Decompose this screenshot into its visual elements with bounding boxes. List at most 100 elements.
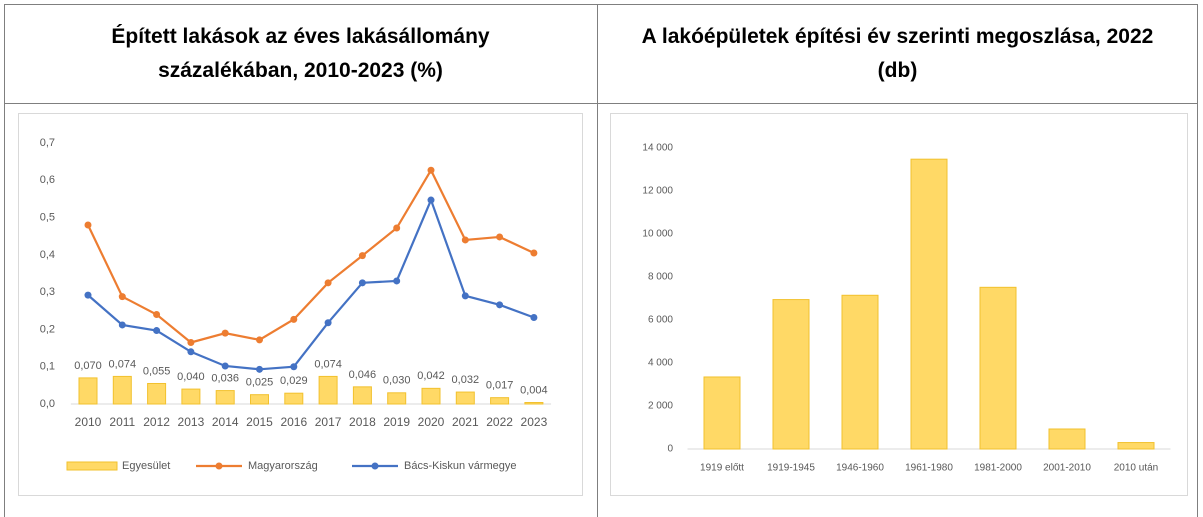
x-tick-label: 2013 — [178, 415, 205, 429]
marker — [530, 313, 538, 321]
x-tick-label: 2010 után — [1114, 463, 1159, 474]
marker — [153, 311, 161, 319]
marker — [153, 327, 161, 335]
table-frame — [4, 4, 1198, 517]
x-tick-label: 2023 — [521, 415, 548, 429]
bar — [524, 402, 544, 405]
marker — [221, 362, 229, 370]
y-tick-label: 14 000 — [642, 143, 673, 154]
marker — [118, 321, 126, 329]
marker — [427, 196, 435, 204]
marker — [427, 166, 435, 174]
legend-label: Bács-Kiskun vármegye — [404, 460, 517, 472]
bar — [215, 390, 235, 405]
bar — [841, 294, 879, 450]
marker — [256, 365, 263, 373]
data-label: 0,017 — [486, 380, 514, 392]
y-tick-label: 0,4 — [40, 249, 55, 261]
y-tick-label: 8 000 — [648, 272, 673, 283]
x-tick-label: 1919 előtt — [700, 463, 744, 474]
marker — [461, 236, 469, 244]
x-tick-label: 2014 — [212, 415, 239, 429]
x-tick-label: 2001-2010 — [1043, 463, 1091, 474]
y-tick-label: 0,0 — [40, 398, 55, 410]
data-label: 0,004 — [520, 384, 548, 396]
x-tick-label: 2020 — [418, 415, 445, 429]
bar — [250, 394, 269, 405]
bar — [387, 392, 407, 405]
chart-title: Épített lakások az éves lakásállomány sz… — [111, 24, 490, 82]
legend-swatch — [66, 461, 118, 471]
marker — [324, 319, 332, 327]
bar — [1117, 442, 1155, 450]
data-label: 0,046 — [349, 369, 377, 381]
x-tick-label: 2022 — [486, 415, 513, 429]
marker — [290, 315, 298, 323]
data-label: 0,032 — [452, 374, 480, 386]
marker — [84, 221, 92, 229]
bar — [979, 286, 1017, 450]
marker — [187, 348, 195, 356]
y-tick-label: 12 000 — [642, 186, 673, 197]
x-tick-label: 2021 — [452, 415, 479, 429]
y-tick-label: 0,6 — [40, 174, 55, 186]
bar — [147, 382, 167, 405]
x-tick-label: 2017 — [315, 415, 342, 429]
data-label: 0,074 — [109, 358, 137, 370]
bar — [318, 375, 338, 405]
marker — [358, 252, 366, 260]
data-label: 0,036 — [211, 372, 239, 384]
bar — [352, 386, 372, 405]
data-label: 0,070 — [74, 360, 102, 372]
x-tick-label: 1981-2000 — [974, 463, 1022, 474]
data-label: 0,042 — [417, 370, 445, 382]
marker — [187, 338, 195, 346]
marker — [530, 249, 538, 257]
marker — [496, 233, 504, 241]
marker — [84, 291, 92, 299]
marker — [290, 363, 298, 371]
chart-frame — [610, 113, 1188, 496]
line — [87, 167, 535, 344]
marker — [221, 329, 229, 337]
x-tick-label: 2019 — [383, 415, 410, 429]
data-label: 0,074 — [314, 358, 342, 370]
x-tick-label: 1946-1960 — [836, 463, 884, 474]
legend-label: Magyarország — [248, 460, 318, 472]
marker — [358, 279, 366, 287]
data-label: 0,030 — [383, 375, 411, 387]
y-tick-label: 0,1 — [40, 361, 55, 373]
x-tick-label: 2010 — [75, 415, 102, 429]
y-tick-label: 0,3 — [40, 286, 55, 298]
legend-marker — [371, 462, 379, 470]
bar — [772, 299, 810, 450]
x-tick-label: 2015 — [246, 415, 273, 429]
marker — [496, 301, 504, 309]
marker — [256, 336, 263, 344]
marker — [324, 279, 332, 287]
bar — [181, 388, 201, 405]
x-tick-label: 2016 — [280, 415, 307, 429]
legend-marker — [215, 462, 223, 470]
y-tick-label: 0,7 — [40, 137, 55, 149]
marker — [393, 277, 401, 285]
marker — [118, 293, 126, 301]
data-label: 0,040 — [177, 371, 205, 383]
y-tick-label: 0 — [667, 444, 673, 455]
bar — [112, 375, 132, 405]
chart-title: A lakóépületek építési év szerinti megos… — [641, 24, 1154, 82]
y-tick-label: 10 000 — [642, 229, 673, 240]
bar — [455, 391, 475, 405]
bar — [78, 377, 98, 405]
x-tick-label: 2011 — [109, 415, 135, 429]
data-label: 0,025 — [246, 377, 274, 389]
data-label: 0,029 — [280, 375, 308, 387]
y-tick-label: 4 000 — [648, 358, 673, 369]
y-tick-label: 0,5 — [40, 211, 55, 223]
chart-frame — [18, 113, 583, 496]
marker — [393, 224, 401, 232]
bar — [490, 397, 510, 405]
bar — [703, 376, 741, 450]
